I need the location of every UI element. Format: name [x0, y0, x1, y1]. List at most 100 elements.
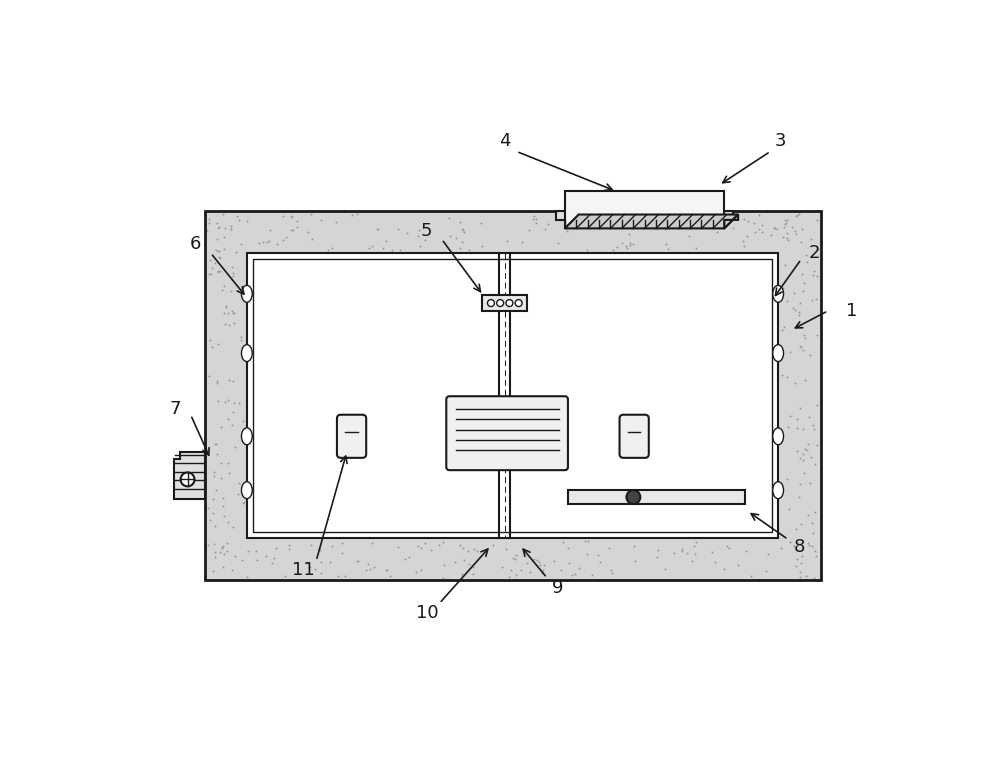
Point [461, 559, 477, 571]
Point [201, 370, 217, 382]
Point [564, 569, 580, 581]
Point [216, 231, 232, 243]
Point [580, 209, 596, 221]
Point [411, 224, 427, 236]
Point [531, 556, 547, 568]
Point [782, 346, 798, 358]
Point [684, 555, 700, 567]
Point [519, 557, 535, 569]
Point [223, 220, 239, 232]
Ellipse shape [773, 428, 784, 444]
Point [225, 521, 241, 533]
Point [202, 334, 218, 346]
Point [349, 555, 365, 567]
Point [796, 277, 812, 289]
Point [540, 218, 556, 230]
FancyBboxPatch shape [620, 415, 649, 458]
Point [473, 216, 489, 228]
Point [362, 563, 378, 575]
Point [210, 338, 226, 350]
Point [661, 221, 677, 234]
Point [212, 252, 228, 264]
Point [230, 488, 246, 500]
Point [370, 223, 386, 235]
Point [559, 224, 575, 237]
Point [210, 395, 226, 407]
Point [674, 543, 690, 555]
Point [754, 219, 770, 231]
Point [289, 221, 305, 233]
Point [773, 542, 789, 554]
Point [417, 537, 433, 549]
Point [221, 320, 237, 332]
Polygon shape [565, 215, 738, 228]
Point [795, 422, 811, 435]
Point [786, 540, 802, 552]
Point [233, 238, 249, 250]
Point [526, 553, 542, 565]
Point [802, 349, 818, 361]
Point [751, 209, 767, 221]
Point [779, 295, 795, 307]
Text: 10: 10 [416, 604, 439, 622]
Point [303, 208, 319, 220]
Point [791, 309, 807, 321]
Point [754, 226, 770, 238]
Point [709, 226, 725, 238]
Bar [482, 295, 527, 310]
Point [220, 457, 236, 470]
Point [609, 240, 625, 253]
Text: 1: 1 [846, 302, 857, 320]
Point [208, 244, 224, 256]
Point [584, 569, 600, 581]
Ellipse shape [241, 345, 252, 361]
Bar [205, 211, 820, 253]
Point [797, 332, 813, 344]
Point [225, 375, 241, 387]
Point [382, 570, 398, 582]
Point [410, 540, 426, 552]
Point [592, 556, 608, 568]
Point [657, 563, 673, 575]
Bar [253, 260, 772, 532]
Point [799, 444, 815, 456]
Point [688, 537, 704, 549]
Point [452, 539, 468, 551]
Point [798, 569, 814, 581]
Point [779, 232, 795, 244]
Point [281, 543, 297, 555]
Point [201, 213, 217, 225]
Bar [556, 211, 733, 220]
Point [796, 466, 812, 479]
Point [223, 223, 239, 235]
Point [227, 441, 243, 453]
Point [448, 231, 464, 244]
Point [532, 559, 548, 572]
Bar [205, 211, 247, 581]
Point [650, 544, 666, 556]
Point [334, 537, 350, 549]
Point [704, 546, 720, 558]
Point [201, 217, 217, 229]
Point [217, 396, 233, 408]
Ellipse shape [241, 428, 252, 444]
Point [378, 234, 394, 247]
Point [334, 546, 350, 559]
Point [777, 214, 793, 226]
Point [456, 226, 472, 238]
Point [799, 256, 815, 268]
Point [234, 554, 250, 566]
Point [200, 501, 216, 514]
Point [207, 546, 223, 559]
FancyBboxPatch shape [446, 396, 568, 470]
Point [307, 562, 323, 575]
Point [217, 221, 233, 234]
Point [220, 307, 236, 319]
Point [605, 244, 621, 256]
Point [721, 542, 737, 554]
Point [217, 318, 233, 330]
Point [350, 555, 366, 567]
Point [800, 537, 816, 549]
Point [461, 244, 477, 256]
Point [203, 269, 219, 281]
